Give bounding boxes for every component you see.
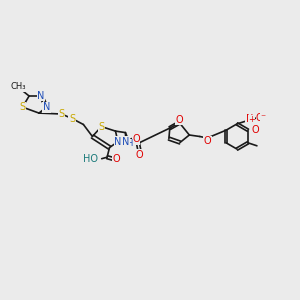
Text: O: O	[112, 154, 120, 164]
Text: S: S	[69, 113, 75, 124]
Text: N: N	[43, 102, 50, 112]
Text: N: N	[122, 136, 130, 147]
Text: +: +	[248, 115, 255, 124]
Text: O: O	[136, 149, 143, 160]
Text: N: N	[246, 114, 253, 124]
Text: O: O	[256, 113, 264, 123]
Text: H: H	[126, 140, 133, 148]
Text: N: N	[114, 136, 122, 147]
Text: S: S	[20, 102, 26, 112]
Text: O: O	[132, 134, 140, 145]
Text: O: O	[251, 125, 259, 135]
Text: HO: HO	[83, 154, 98, 164]
Text: N: N	[38, 91, 45, 101]
Text: S: S	[58, 109, 64, 119]
Text: ⁻: ⁻	[261, 113, 266, 123]
Text: S: S	[98, 122, 104, 132]
Text: CH₃: CH₃	[11, 82, 26, 91]
Text: O: O	[176, 115, 183, 125]
Text: O: O	[203, 136, 211, 146]
